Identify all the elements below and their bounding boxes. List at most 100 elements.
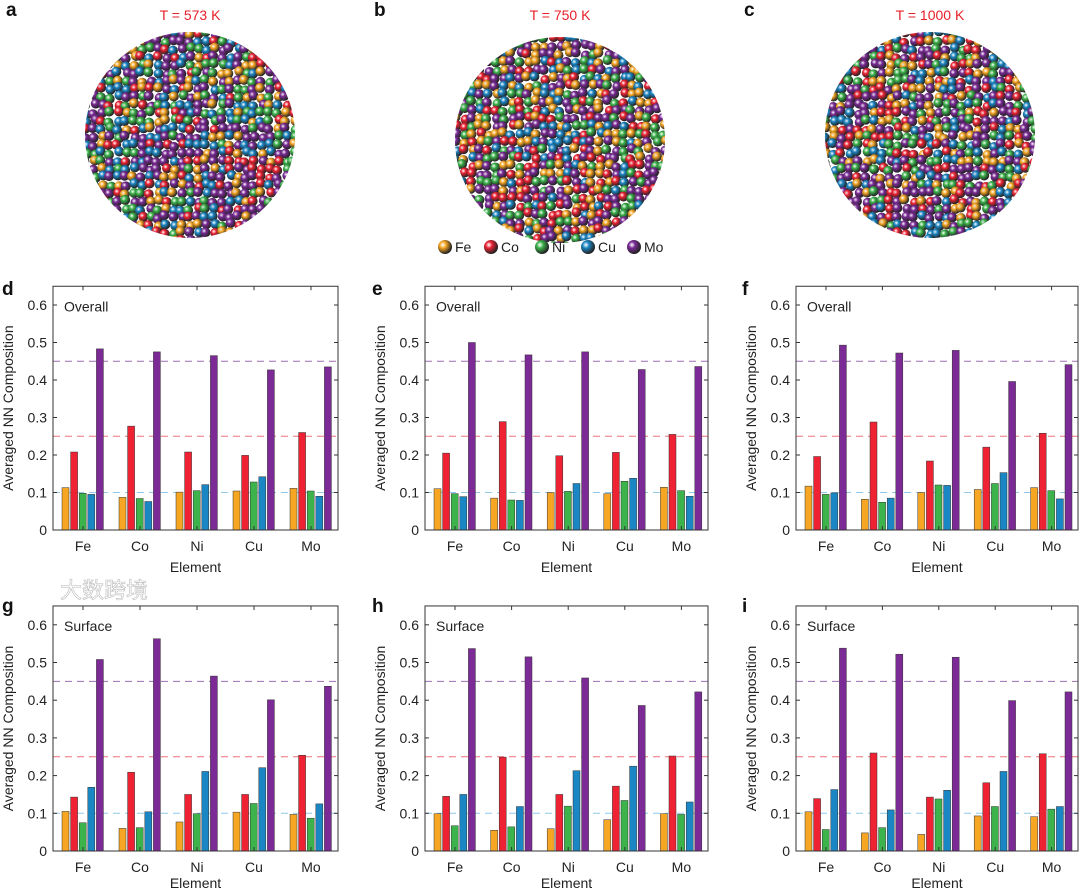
atom — [103, 58, 114, 69]
atom — [72, 180, 82, 190]
atom — [982, 20, 992, 30]
atom — [979, 170, 990, 181]
atom — [619, 79, 630, 90]
atom — [1014, 51, 1025, 62]
atom — [208, 132, 219, 143]
atom — [635, 72, 646, 83]
atom — [515, 129, 526, 140]
atom — [460, 226, 471, 237]
atom — [96, 42, 107, 53]
atom — [885, 131, 896, 142]
atom — [982, 236, 993, 238]
atom — [497, 168, 508, 179]
atom — [274, 156, 285, 167]
atom — [625, 40, 636, 51]
atom — [625, 72, 636, 83]
atom — [643, 64, 654, 75]
atom — [455, 202, 463, 213]
atom — [610, 207, 621, 218]
atom — [812, 227, 822, 237]
atom — [845, 20, 855, 30]
atom — [289, 138, 295, 149]
atom — [255, 82, 266, 93]
atom — [1004, 164, 1015, 175]
atom — [845, 35, 856, 46]
atom — [1028, 21, 1038, 31]
bar-fe-mo — [468, 648, 476, 852]
bar-cu-ni — [991, 806, 999, 852]
atom — [282, 196, 293, 207]
bar-fe-fe — [61, 487, 70, 531]
atom — [998, 67, 1009, 78]
atom — [649, 39, 660, 50]
atom — [825, 68, 833, 79]
atom — [474, 89, 485, 100]
atom — [288, 34, 295, 45]
atom — [908, 149, 919, 160]
atom — [835, 205, 846, 216]
atom — [893, 130, 904, 141]
y-axis-label: Averaged NN Composition — [0, 646, 16, 812]
atom — [563, 185, 574, 196]
atom — [642, 217, 653, 228]
bar-cu-mo — [1008, 381, 1016, 531]
atom — [1020, 212, 1031, 223]
atom — [529, 146, 540, 157]
atom — [290, 163, 295, 174]
atom — [941, 204, 952, 215]
atom — [942, 154, 953, 165]
atom — [924, 59, 935, 70]
atom — [145, 42, 156, 53]
atom — [85, 32, 92, 38]
bar-co-ni — [507, 499, 516, 531]
atom — [851, 66, 862, 77]
atom — [111, 42, 122, 53]
y-axis-label: Averaged NN Composition — [372, 325, 388, 491]
atom — [586, 210, 597, 221]
atom — [829, 68, 840, 79]
atom — [121, 32, 132, 38]
bar-fe-mo — [839, 647, 847, 852]
atom — [97, 69, 108, 80]
atom — [282, 45, 293, 56]
atom — [234, 162, 245, 173]
atom — [217, 36, 228, 47]
atom — [587, 40, 598, 51]
atom — [1028, 51, 1035, 62]
atom — [825, 76, 832, 87]
bar-co-mo — [524, 656, 533, 852]
atom — [130, 125, 141, 136]
atom — [523, 175, 534, 186]
atom — [658, 176, 665, 187]
atom — [455, 80, 460, 91]
atom — [547, 175, 558, 186]
atom — [949, 42, 960, 53]
bar-ni-co — [926, 796, 934, 852]
atom — [652, 103, 663, 114]
atom — [1021, 32, 1032, 38]
atom — [644, 47, 655, 58]
x-tick-label: Co — [131, 859, 149, 875]
atom — [649, 167, 660, 178]
atom — [860, 114, 871, 125]
atom — [1028, 84, 1035, 95]
atom — [916, 154, 927, 165]
atom — [98, 194, 109, 205]
atom — [178, 90, 189, 101]
atom — [85, 194, 93, 205]
atom — [247, 170, 258, 181]
atom — [287, 219, 295, 230]
atom — [249, 221, 260, 232]
atom — [636, 216, 647, 227]
atom — [593, 146, 604, 157]
atom — [234, 66, 245, 77]
atom — [199, 139, 210, 150]
atom — [170, 156, 181, 167]
atom — [85, 234, 92, 238]
atom — [618, 129, 629, 140]
bar-ni-mo — [951, 656, 960, 852]
atom — [556, 37, 567, 43]
atom — [996, 82, 1007, 93]
atom — [553, 95, 564, 106]
atom — [105, 205, 116, 216]
